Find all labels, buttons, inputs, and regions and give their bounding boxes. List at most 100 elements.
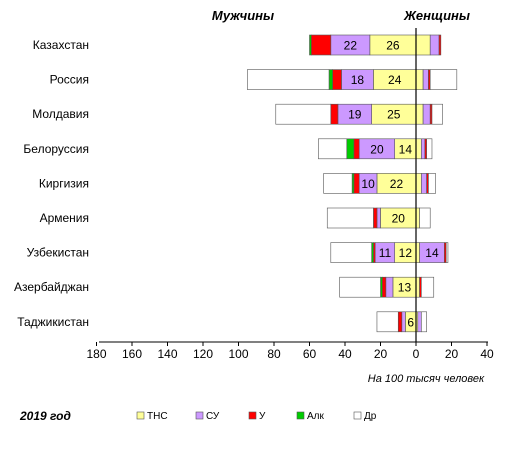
legend-swatch — [248, 411, 257, 420]
legend-item: СУ — [195, 411, 220, 422]
row-6: Армения 20 — [40, 207, 431, 229]
x-tick-label: 80 — [267, 347, 281, 361]
category-label: Азербайджан — [14, 280, 89, 294]
women-др-bar — [445, 242, 449, 263]
men-у-bar — [381, 276, 387, 298]
men-др-bar — [275, 103, 332, 125]
x-tick-label: 160 — [122, 347, 142, 361]
data-label: 24 — [388, 73, 402, 87]
women-тнс-bar — [415, 138, 422, 160]
men-алк-bar — [328, 69, 333, 90]
legend-item: ТНС — [136, 411, 168, 422]
women-др-bar — [428, 173, 436, 194]
men-алк-bar — [309, 34, 312, 56]
women-су-bar — [422, 103, 431, 125]
x-tick-label: 20 — [374, 347, 388, 361]
men-др-bar — [376, 311, 399, 333]
legend-label: ТНС — [147, 411, 168, 422]
men-др-bar — [339, 276, 381, 298]
legend-swatch — [195, 411, 204, 420]
legend-label: Алк — [307, 411, 325, 422]
legend: ТНС СУ У Алк Др — [136, 411, 377, 422]
women-др-bar — [431, 103, 443, 125]
men-др-bar — [323, 173, 353, 194]
data-label: 12 — [399, 246, 413, 260]
category-label: Таджикистан — [17, 315, 89, 329]
women-су-bar — [429, 34, 440, 56]
row-8: Азербайджан 13 — [14, 276, 435, 298]
x-axis-label: На 100 тысяч человек — [368, 373, 485, 385]
women-др-bar — [426, 138, 433, 160]
women-су-bar — [421, 173, 427, 194]
data-label: 6 — [407, 315, 414, 329]
category-label: Белоруссия — [23, 142, 89, 156]
x-tick-label: 20 — [445, 347, 459, 361]
x-tick-label: 100 — [228, 347, 248, 361]
data-label: 18 — [351, 73, 365, 87]
men-header: Мужчины — [212, 8, 274, 23]
category-label: Киргизия — [39, 176, 89, 190]
legend-swatch — [136, 411, 145, 420]
data-label: 22 — [344, 39, 358, 53]
row-2: Россия 18 24 — [50, 69, 458, 90]
men-у-bar — [332, 69, 342, 90]
row-5: Киргизия 10 22 — [39, 173, 436, 194]
category-label: Узбекистан — [27, 246, 89, 260]
legend-swatch — [296, 411, 305, 420]
data-label: 25 — [387, 108, 401, 122]
legend-item: Др — [353, 411, 377, 422]
men-др-bar — [247, 69, 330, 90]
category-label: Казахстан — [33, 38, 89, 52]
bars-area: Казахстан 22 26 Россия 18 24 Молдавия 19 25 Белор… — [14, 34, 458, 333]
men-у-bar — [353, 138, 360, 160]
row-3: Молдавия 19 25 — [32, 103, 443, 125]
row-9: Таджикистан 6 — [17, 311, 427, 333]
legend-label: СУ — [206, 411, 220, 422]
category-label: Молдавия — [32, 107, 89, 121]
data-label: 14 — [425, 246, 439, 260]
row-4: Белоруссия 20 14 — [23, 138, 433, 160]
data-label: 20 — [392, 212, 406, 226]
women-др-bar — [421, 311, 427, 333]
women-тнс-bar — [415, 103, 424, 125]
data-label: 11 — [379, 246, 392, 260]
legend-swatch — [353, 411, 362, 420]
women-др-bar — [419, 207, 431, 229]
x-tick-label: 0 — [413, 347, 420, 361]
men-др-bar — [330, 242, 372, 263]
category-label: Армения — [40, 211, 89, 225]
men-др-bar — [318, 138, 348, 160]
x-tick-label: 120 — [193, 347, 213, 361]
data-label: 13 — [398, 281, 412, 295]
women-у-bar — [438, 34, 442, 56]
men-алк-bar — [346, 138, 355, 160]
x-tick-label: 180 — [86, 347, 106, 361]
men-су-bar — [401, 311, 406, 333]
men-др-bar — [326, 207, 374, 229]
x-tick-label: 140 — [157, 347, 177, 361]
men-у-bar — [373, 207, 378, 229]
women-су-bar — [421, 138, 426, 160]
legend-item: Алк — [296, 411, 325, 422]
x-tick-label: 40 — [338, 347, 352, 361]
women-тнс-bar — [415, 69, 424, 90]
men-у-bar — [310, 34, 332, 56]
data-label: 14 — [399, 142, 413, 156]
data-label: 19 — [348, 108, 362, 122]
legend-label: У — [259, 411, 266, 422]
men-у-bar — [397, 311, 403, 333]
men-су-bar — [376, 207, 381, 229]
year-label: 2019 год — [19, 409, 71, 423]
men-су-bar — [385, 276, 394, 298]
women-тнс-bar — [415, 173, 422, 194]
data-label: 10 — [361, 177, 375, 191]
men-у-bar — [330, 103, 339, 125]
x-axis-ticks: 180 160 140 120 100 80 60 40 20 0 20 40 — [86, 342, 494, 361]
women-header: Женщины — [403, 8, 470, 23]
women-тнс-bar — [415, 34, 431, 56]
women-су-bar — [417, 311, 422, 333]
category-label: Россия — [50, 73, 89, 87]
legend-item: У — [248, 411, 266, 422]
women-др-bar — [421, 276, 435, 298]
data-label: 20 — [370, 142, 384, 156]
